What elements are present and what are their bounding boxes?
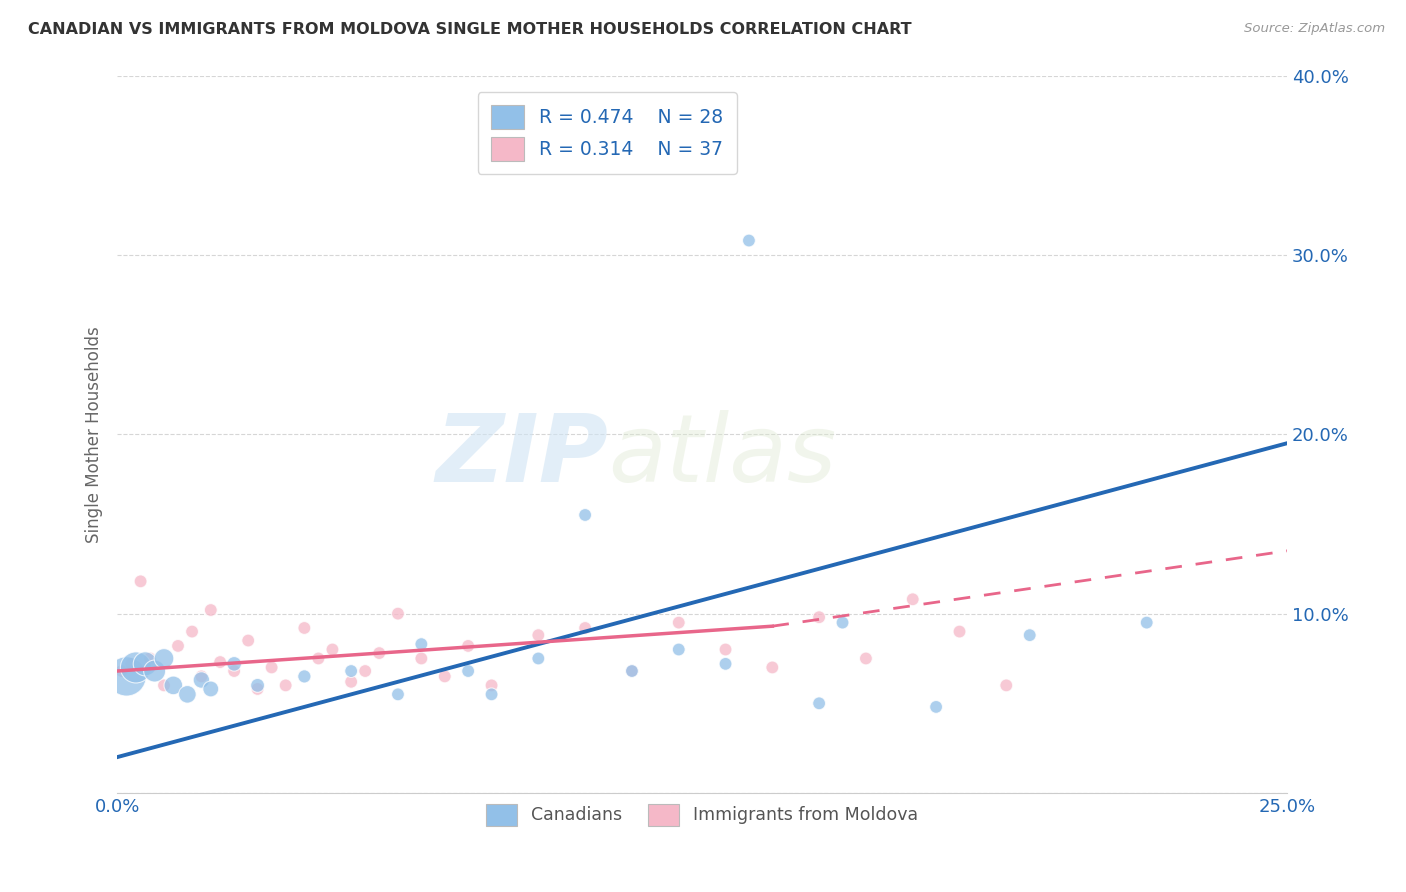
Point xyxy=(668,642,690,657)
Point xyxy=(260,660,283,674)
Point xyxy=(574,621,596,635)
Point xyxy=(292,621,315,635)
Point xyxy=(738,234,761,248)
Point xyxy=(125,660,148,674)
Point xyxy=(167,639,190,653)
Point xyxy=(808,610,831,624)
Text: ZIP: ZIP xyxy=(436,409,609,502)
Point xyxy=(387,607,409,621)
Point xyxy=(176,687,198,701)
Point xyxy=(620,664,643,678)
Point xyxy=(457,664,479,678)
Point xyxy=(411,637,433,651)
Point xyxy=(340,674,363,689)
Point xyxy=(368,646,391,660)
Point xyxy=(411,651,433,665)
Point xyxy=(307,651,329,665)
Y-axis label: Single Mother Households: Single Mother Households xyxy=(86,326,103,542)
Point xyxy=(224,664,246,678)
Point xyxy=(925,699,948,714)
Point xyxy=(292,669,315,683)
Point xyxy=(948,624,970,639)
Point xyxy=(387,687,409,701)
Point xyxy=(433,669,456,683)
Point xyxy=(481,678,503,692)
Point xyxy=(855,651,877,665)
Point xyxy=(111,664,134,678)
Point xyxy=(354,664,377,678)
Point xyxy=(714,657,737,671)
Point xyxy=(143,664,166,678)
Point xyxy=(246,678,269,692)
Point xyxy=(457,639,479,653)
Point xyxy=(668,615,690,630)
Point xyxy=(527,628,550,642)
Point xyxy=(808,696,831,710)
Point xyxy=(238,633,260,648)
Point xyxy=(200,603,222,617)
Point xyxy=(224,657,246,671)
Point xyxy=(153,651,176,665)
Point xyxy=(134,657,156,671)
Point xyxy=(181,624,204,639)
Point xyxy=(190,673,212,687)
Point xyxy=(761,660,783,674)
Point xyxy=(209,655,232,669)
Point xyxy=(1018,628,1040,642)
Point xyxy=(527,651,550,665)
Point xyxy=(901,592,924,607)
Text: Source: ZipAtlas.com: Source: ZipAtlas.com xyxy=(1244,22,1385,36)
Legend: Canadians, Immigrants from Moldova: Canadians, Immigrants from Moldova xyxy=(477,795,927,835)
Point xyxy=(274,678,297,692)
Point xyxy=(190,669,212,683)
Point xyxy=(120,657,142,671)
Point xyxy=(129,574,152,589)
Point xyxy=(200,681,222,696)
Text: CANADIAN VS IMMIGRANTS FROM MOLDOVA SINGLE MOTHER HOUSEHOLDS CORRELATION CHART: CANADIAN VS IMMIGRANTS FROM MOLDOVA SING… xyxy=(28,22,911,37)
Point xyxy=(340,664,363,678)
Point xyxy=(481,687,503,701)
Point xyxy=(995,678,1018,692)
Point xyxy=(714,642,737,657)
Point xyxy=(162,678,184,692)
Point xyxy=(831,615,853,630)
Point xyxy=(115,669,138,683)
Text: atlas: atlas xyxy=(609,410,837,501)
Point xyxy=(1136,615,1159,630)
Point xyxy=(620,664,643,678)
Point xyxy=(321,642,343,657)
Point xyxy=(139,651,162,665)
Point xyxy=(153,678,176,692)
Point xyxy=(574,508,596,522)
Point xyxy=(246,681,269,696)
